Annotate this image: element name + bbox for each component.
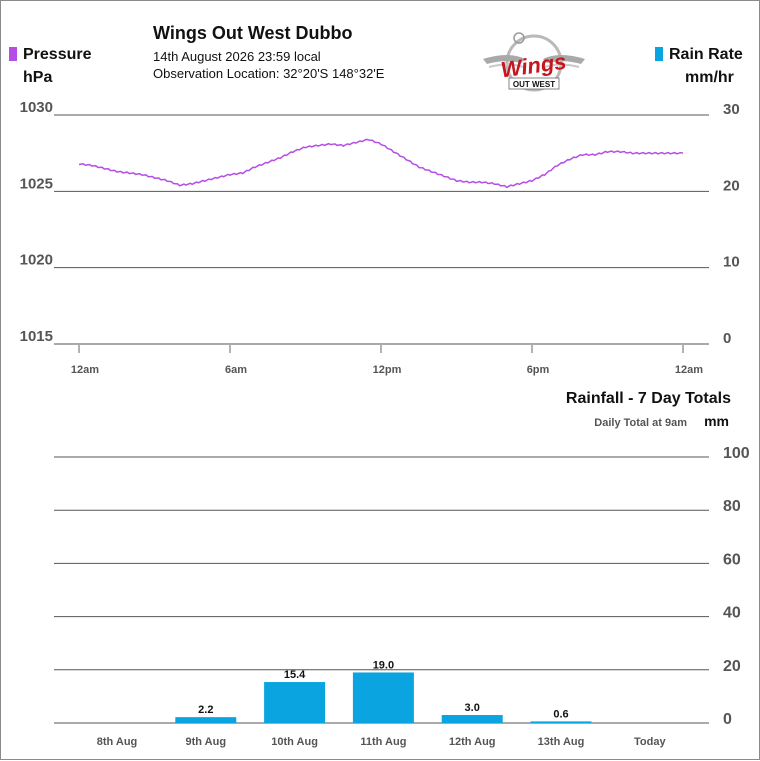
x-tick-label: 12am xyxy=(675,364,703,376)
y-tick-label-right: 0 xyxy=(723,330,731,347)
rainfall-bar xyxy=(441,715,503,723)
rainfall-bar xyxy=(264,682,326,723)
rain-rate-unit-label: mm/hr xyxy=(685,69,734,86)
observation-location: Observation Location: 32°20'S 148°32'E xyxy=(153,66,385,81)
x-tick-label: 6am xyxy=(225,364,247,376)
y-tick-label: 60 xyxy=(723,551,741,568)
y-tick-label-left: 1015 xyxy=(20,328,53,345)
logo-banner-text: OUT WEST xyxy=(513,80,555,89)
y-tick-label: 20 xyxy=(723,658,741,675)
x-category-label: 8th Aug xyxy=(97,736,138,748)
x-tick-label: 12pm xyxy=(373,364,402,376)
x-tick-label: 6pm xyxy=(527,364,550,376)
y-tick-label-left: 1025 xyxy=(20,175,53,192)
x-tick-label: 12am xyxy=(71,364,99,376)
rainfall-chart-subtitle: Daily Total at 9am xyxy=(594,417,687,429)
rainfall-bar-chart: Rainfall - 7 Day Totals Daily Total at 9… xyxy=(54,390,750,748)
x-category-label: 9th Aug xyxy=(186,736,227,748)
y-tick-label: 40 xyxy=(723,605,741,622)
rainfall-bar xyxy=(352,672,414,723)
y-tick-label-left: 1020 xyxy=(20,252,53,269)
rainfall-unit-label: mm xyxy=(704,413,729,429)
rainfall-bar xyxy=(530,721,592,723)
x-category-label: 11th Aug xyxy=(360,736,406,748)
rainfall-bar xyxy=(175,717,237,723)
pressure-unit-label: hPa xyxy=(23,69,53,86)
pressure-rain-rate-chart: 1030 1025 1020 1015 30 20 10 0 12am 6am 12pm 6pm 12a… xyxy=(20,99,740,376)
x-category-label: 10th Aug xyxy=(271,736,318,748)
bar-value-label: 2.2 xyxy=(198,704,213,716)
x-category-label: 12th Aug xyxy=(449,736,496,748)
y-tick-label: 100 xyxy=(723,445,750,462)
y-tick-label: 0 xyxy=(723,711,732,728)
rain-rate-legend-label: Rain Rate xyxy=(669,46,743,63)
rain-rate-legend-swatch xyxy=(655,47,663,61)
rainfall-chart-title: Rainfall - 7 Day Totals xyxy=(566,390,731,407)
x-category-label: 13th Aug xyxy=(538,736,585,748)
bar-value-label: 3.0 xyxy=(465,702,480,714)
x-category-label: Today xyxy=(634,736,666,748)
bar-value-label: 0.6 xyxy=(553,708,568,720)
station-title: Wings Out West Dubbo xyxy=(153,23,353,43)
y-tick-label-right: 10 xyxy=(723,254,740,271)
pressure-legend-label: Pressure xyxy=(23,46,92,63)
bar-value-label: 15.4 xyxy=(284,669,306,681)
pressure-legend-swatch xyxy=(9,47,17,61)
y-tick-label-left: 1030 xyxy=(20,99,53,116)
observation-date: 14th August 2026 23:59 local xyxy=(153,49,321,64)
y-tick-label-right: 20 xyxy=(723,177,740,194)
pressure-line xyxy=(78,138,684,189)
y-tick-label-right: 30 xyxy=(723,101,740,118)
bar-value-label: 19.0 xyxy=(373,659,394,671)
wings-out-west-logo: Wings OUT WEST xyxy=(483,32,585,92)
y-tick-label: 80 xyxy=(723,498,741,515)
